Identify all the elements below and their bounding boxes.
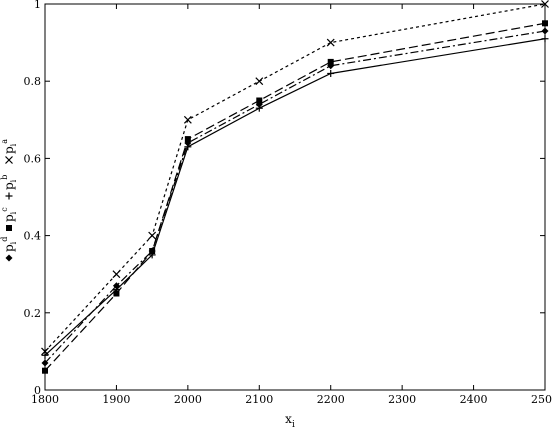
legend-label: pia xyxy=(0,139,18,154)
data-point-x xyxy=(326,38,335,47)
data-point-x xyxy=(112,270,121,279)
data-point-square xyxy=(6,225,12,231)
legend-entry-b: pib xyxy=(0,175,18,200)
data-point-plus xyxy=(41,351,49,359)
data-point-diamond xyxy=(255,100,263,108)
series-line-b xyxy=(44,38,546,356)
data-point-diamond xyxy=(148,247,156,255)
x-tick-label: 1800 xyxy=(31,393,59,406)
legend-label: pib xyxy=(0,175,18,190)
data-point-square xyxy=(256,97,263,104)
data-point-x xyxy=(541,0,549,8)
x-tick-label: 2100 xyxy=(245,393,273,406)
legend-label: pic xyxy=(0,207,18,222)
x-tick-label: 2000 xyxy=(174,393,202,406)
y-tick-label: 0.6 xyxy=(24,152,42,165)
y-tick-label: 0.2 xyxy=(24,307,42,320)
data-point-plus xyxy=(327,69,335,77)
legend-entry-d: pid xyxy=(0,237,18,262)
data-point-diamond xyxy=(41,359,49,367)
series-line-a xyxy=(44,3,546,352)
y-tick-label: 0 xyxy=(34,384,41,397)
data-point-x xyxy=(255,77,264,86)
data-point-x xyxy=(148,231,157,240)
data-point-diamond xyxy=(112,282,120,290)
data-point-plus xyxy=(5,192,13,200)
y-tick-label: 0.8 xyxy=(24,75,42,88)
series-line-d xyxy=(44,30,546,364)
x-tick-label: 2200 xyxy=(317,393,345,406)
legend-entry-a: pia xyxy=(0,139,18,164)
data-point-diamond xyxy=(5,254,13,262)
x-tick-label: 2400 xyxy=(460,393,488,406)
data-point-x xyxy=(41,347,49,356)
data-point-square xyxy=(184,136,191,143)
data-point-square xyxy=(42,367,48,374)
legend: pia pib pic pid xyxy=(0,139,18,262)
series-line-c xyxy=(44,22,546,372)
data-point-x xyxy=(5,156,13,164)
legend-entry-c: pic xyxy=(0,207,18,231)
data-point-square xyxy=(542,20,548,27)
y-tick-label: 0.4 xyxy=(24,230,42,243)
data-point-plus xyxy=(541,35,549,43)
x-tick-label: 1900 xyxy=(102,393,130,406)
data-point-square xyxy=(327,58,334,65)
plot-frame xyxy=(44,3,546,391)
series-lines xyxy=(44,3,546,372)
x-tick-label: 2300 xyxy=(388,393,416,406)
data-point-diamond xyxy=(541,27,549,35)
series-markers xyxy=(41,0,549,374)
y-tick-label: 1 xyxy=(34,0,41,11)
data-point-diamond xyxy=(327,62,335,70)
data-point-square xyxy=(113,290,120,297)
data-point-diamond xyxy=(184,139,192,147)
x-axis-label: xi xyxy=(285,412,295,430)
data-point-x xyxy=(183,115,192,124)
legend-label: pid xyxy=(0,237,18,252)
